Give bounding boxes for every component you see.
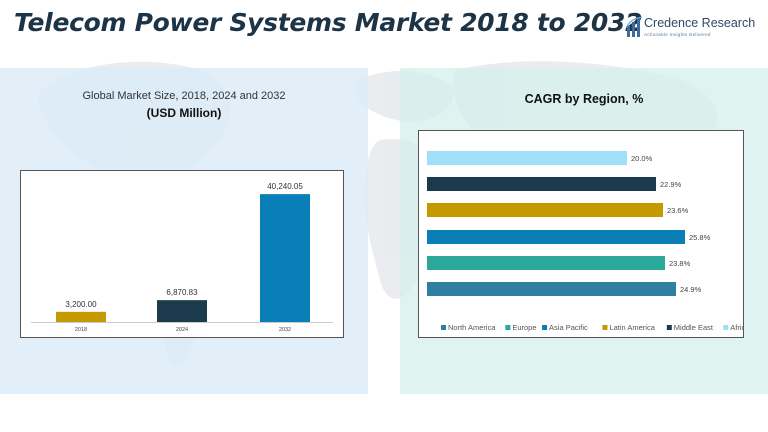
legend-swatch-europe [505,325,511,330]
legend-label-africa: Africa [730,323,743,332]
bar-europe [427,256,665,270]
legend-swatch-north-america [441,325,446,330]
legend-label-asia-pacific: Asia Pacific [549,323,588,332]
legend-label-latin-america: Latin America [609,323,655,332]
bar-2032 [260,194,310,322]
market-size-bar-chart: 3,200.00 2018 6,870.83 2024 40,240.05 2032 [31,182,333,333]
cagr-chart-title: CAGR by Region, % [524,92,644,106]
bar-middle-east [427,177,656,191]
bar-2018 [56,311,106,322]
bar-value-label-2032: 40,240.05 [267,182,303,191]
bar-asia-pacific [427,230,685,244]
company-logo: Credence Research Actionable Insights De… [626,14,758,44]
bar-value-label-north-america: 24.9% [680,285,702,294]
bar-north-america [427,282,676,296]
legend-label-europe: Europe [512,323,536,332]
cagr-bar-chart: 20.0% 22.9% 23.6% 25.8% 23.8% 24.9% North Amer… [427,151,750,332]
x-tick-label-2018: 2018 [75,327,87,333]
market-size-chart-title: Global Market Size, 2018, 2024 and 2032 [82,90,286,102]
legend-swatch-latin-america [602,325,608,330]
bar-value-label-middle-east: 22.9% [660,180,682,189]
cagr-chart-frame: 20.0% 22.9% 23.6% 25.8% 23.8% 24.9% North Amer… [418,130,750,338]
bar-value-label-europe: 23.8% [669,259,691,268]
legend-swatch-africa [723,325,729,330]
legend-swatch-asia-pacific [542,325,548,330]
bar-value-label-2024: 6,870.83 [166,288,198,297]
legend-label-middle-east: Middle East [674,323,714,332]
market-size-chart-subtitle: (USD Million) [146,106,222,120]
page-title: Telecom Power Systems Market 2018 to 203… [14,8,643,37]
bar-value-label-2018: 3,200.00 [65,300,97,309]
legend-label-north-america: North America [448,323,496,332]
bar-2024 [157,300,207,322]
x-tick-label-2024: 2024 [176,327,188,333]
legend-swatch-middle-east [666,325,672,330]
bar-latin-america [427,203,663,217]
logo-name: Credence Research [644,16,756,30]
logo-bars-icon [626,16,642,37]
x-tick-label-2032: 2032 [279,327,291,333]
bar-value-label-asia-pacific: 25.8% [689,233,711,242]
bar-value-label-latin-america: 23.6% [667,206,689,215]
bar-value-label-africa: 20.0% [631,154,653,163]
market-size-chart-frame: 3,200.00 2018 6,870.83 2024 40,240.05 2032 [20,170,344,338]
logo-tagline: Actionable Insights Delivered [644,32,711,37]
bar-africa [427,151,627,165]
